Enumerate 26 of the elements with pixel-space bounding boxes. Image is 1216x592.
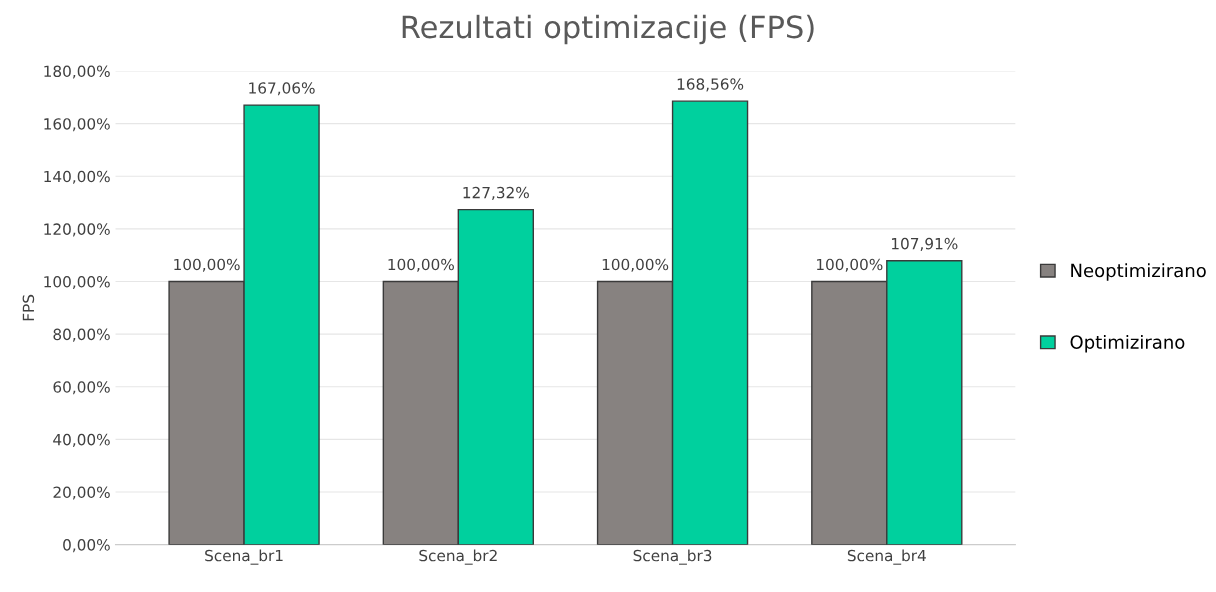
- data-label: 100,00%: [174, 258, 240, 272]
- y-tick-label: 180,00%: [44, 65, 110, 79]
- legend-label: Neoptimizirano: [1071, 263, 1206, 281]
- y-axis-title: FPS: [22, 294, 35, 321]
- y-tick-label: 60,00%: [53, 381, 110, 395]
- x-tick-label: Scena_br4: [847, 549, 926, 565]
- x-tick-label: Scena_br3: [633, 549, 712, 565]
- x-tick-label: Scena_br2: [419, 549, 497, 565]
- y-tick-label: 20,00%: [53, 486, 110, 500]
- data-label: 127,32%: [463, 186, 529, 200]
- data-label: 107,91%: [892, 237, 958, 251]
- data-label: 100,00%: [388, 258, 454, 272]
- y-tick-label: 80,00%: [53, 328, 110, 342]
- data-label: 168,56%: [677, 78, 744, 92]
- y-tick-label: 140,00%: [44, 170, 110, 184]
- data-label: 100,00%: [817, 258, 883, 272]
- y-tick-label: 0,00%: [63, 539, 110, 553]
- data-label: 167,06%: [249, 82, 315, 96]
- y-tick-label: 100,00%: [44, 275, 110, 290]
- legend-label: Optimizirano: [1070, 334, 1185, 353]
- chart-title: Rezultati optimizacije (FPS): [402, 14, 814, 45]
- data-label: 100,00%: [602, 258, 669, 272]
- x-tick-label: Scena_br1: [205, 549, 283, 565]
- y-tick-label: 120,00%: [44, 223, 110, 237]
- y-tick-label: 40,00%: [53, 433, 110, 447]
- y-tick-label: 160,00%: [44, 118, 110, 132]
